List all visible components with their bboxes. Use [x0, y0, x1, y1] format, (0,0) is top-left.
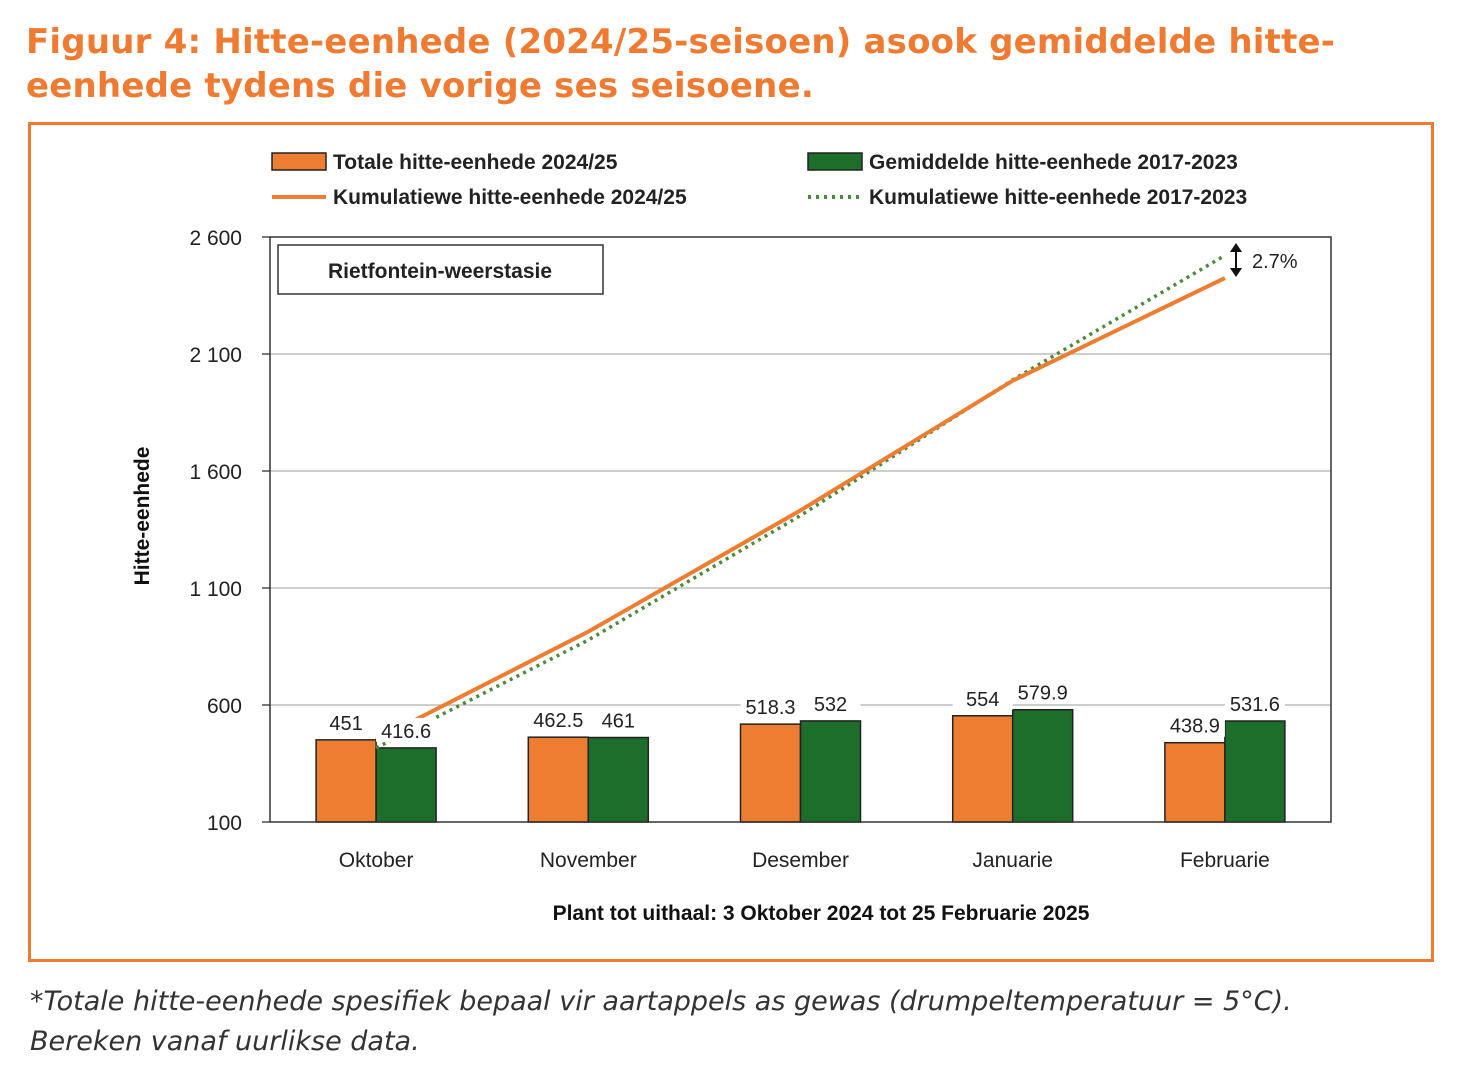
data-label-average: 532 — [814, 694, 847, 716]
legend-swatch-bar-2024 — [271, 152, 327, 171]
legend-label-bar-avg: Gemiddelde hitte-eenhede 2017-2023 — [869, 151, 1238, 174]
bar-average — [799, 720, 862, 823]
data-label-bg — [952, 685, 1013, 710]
bar-2024 — [951, 715, 1014, 823]
legend-swatch-bar-avg — [807, 152, 863, 171]
legend-label-bar-2024: Totale hitte-eenhede 2024/25 — [333, 151, 618, 174]
station-box — [277, 244, 604, 295]
y-tick-label: 600 — [207, 695, 242, 718]
footnote: *Totale hitte-eenhede spesifiek bepaal v… — [30, 982, 1292, 1062]
data-label-average: 461 — [602, 711, 635, 733]
x-tick-label: Februarie — [1180, 849, 1270, 872]
data-label-bg — [800, 690, 861, 715]
bar-2024 — [315, 739, 377, 823]
figure-title: Figuur 4: Hitte-eenhede (2024/25-seisoen… — [26, 22, 1336, 106]
data-label-bg — [316, 709, 377, 734]
y-tick-label: 2 100 — [189, 344, 242, 367]
bar-average — [375, 747, 437, 823]
data-label-bg — [1224, 691, 1285, 716]
footnote-line-1: *Totale hitte-eenhede spesifiek bepaal v… — [30, 986, 1292, 1017]
data-label-average: 531.6 — [1230, 694, 1280, 716]
data-label-bg — [740, 694, 801, 719]
data-label-average: 416.6 — [381, 721, 431, 743]
bar-average — [1011, 708, 1074, 823]
bar-2024 — [1164, 741, 1226, 823]
data-label-2024: 462.5 — [533, 710, 583, 732]
data-label-2024: 554 — [966, 689, 999, 711]
gridlines — [270, 353, 1331, 706]
x-tick-label: Januarie — [972, 849, 1053, 872]
data-label-2024: 518.3 — [745, 697, 795, 719]
chart-frame — [28, 122, 1434, 962]
data-label-bg — [588, 707, 649, 732]
data-label-bg — [376, 717, 437, 742]
x-tick-label: Oktober — [339, 849, 414, 872]
plot-border — [269, 236, 1332, 823]
y-tick-label: 100 — [207, 812, 242, 835]
cumulative-lines — [375, 253, 1226, 750]
arrow-up-icon — [1230, 243, 1242, 252]
data-label-2024: 438.9 — [1170, 716, 1220, 738]
axes: 100 600 1 100 1 600 2 100 2 600 Oktober Novembe… — [189, 227, 1332, 872]
bar-2024 — [527, 736, 590, 823]
data-label-2024: 451 — [329, 713, 362, 735]
legend-label-line-2024: Kumulatiewe hitte-eenhede 2024/25 — [333, 186, 687, 209]
difference-annotation: 2.7% — [1230, 243, 1298, 277]
bars — [315, 708, 1286, 823]
footnote-line-2: Bereken vanaf uurlikse data. — [30, 1026, 420, 1057]
data-label-bg — [1012, 679, 1073, 704]
cumulative-line-average — [375, 253, 1226, 750]
y-axis-title: Hitte-eenhede — [131, 447, 154, 586]
x-tick-label: November — [540, 849, 637, 872]
y-tick-label: 1 100 — [189, 578, 242, 601]
y-tick-label: 1 600 — [189, 461, 242, 484]
data-label-bg — [1164, 712, 1225, 737]
y-tick-label: 2 600 — [189, 227, 242, 250]
data-label-bg — [528, 707, 589, 732]
arrow-down-icon — [1230, 268, 1242, 277]
x-tick-label: Desember — [752, 849, 849, 872]
cumulative-line-2024 — [375, 276, 1226, 742]
data-labels: 451 416.6 462.5 461 518.3 532 554 579.9 438.9 531… — [316, 679, 1285, 743]
difference-label: 2.7% — [1252, 251, 1298, 273]
station-label: Rietfontein-weerstasie — [328, 260, 552, 283]
bar-2024 — [739, 723, 802, 823]
x-axis-title: Plant tot uithaal: 3 Oktober 2024 tot 25… — [553, 902, 1090, 925]
bar-average — [1224, 720, 1286, 823]
bar-average — [587, 736, 650, 823]
legend-label-line-avg: Kumulatiewe hitte-eenhede 2017-2023 — [869, 186, 1247, 209]
legend: Totale hitte-eenhede 2024/25 Gemiddelde … — [271, 151, 1247, 209]
data-label-average: 579.9 — [1018, 683, 1068, 705]
